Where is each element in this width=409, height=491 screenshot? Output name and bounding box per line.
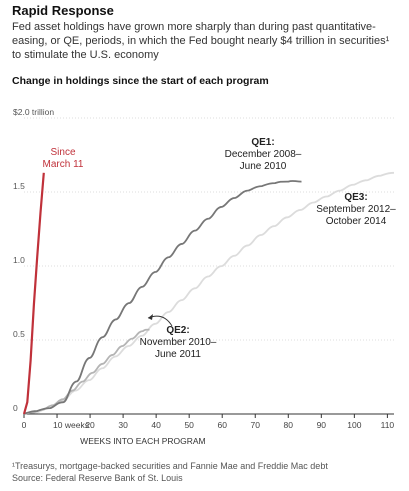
x-tick-label: 80 — [284, 420, 294, 430]
series-label: QE1: — [251, 137, 274, 148]
x-tick-label: 60 — [217, 420, 227, 430]
chart-title: Rapid Response — [12, 3, 114, 18]
qe2-callout-arrowhead — [148, 314, 153, 320]
series-line-since-march-11 — [22, 172, 45, 415]
series-label: QE3: — [344, 192, 367, 203]
series-label: June 2011 — [155, 349, 201, 360]
series-label: November 2010– — [140, 337, 217, 348]
footnote-note: ¹Treasurys, mortgage-backed securities a… — [12, 461, 328, 471]
x-tick-label: 10 weeks — [53, 420, 89, 430]
footnote-source: Source: Federal Reserve Bank of St. Loui… — [12, 473, 183, 483]
chart-heading: Change in holdings since the start of ea… — [12, 75, 269, 87]
y-tick-label: $2.0 trillion — [13, 107, 54, 117]
series-label: September 2012– — [316, 204, 396, 215]
chart-subtitle: Fed asset holdings have grown more sharp… — [12, 21, 390, 61]
x-axis-title: WEEKS INTO EACH PROGRAM — [80, 436, 205, 446]
y-tick-label: 1.0 — [13, 255, 25, 265]
series-line-qe3 — [23, 171, 395, 415]
x-tick-label: 50 — [184, 420, 194, 430]
x-tick-label: 110 — [381, 420, 395, 430]
y-tick-label: 0 — [13, 403, 18, 413]
footnote: ¹Treasurys, mortgage-backed securities a… — [12, 460, 328, 484]
series-label: October 2014 — [326, 216, 387, 227]
y-tick-label: 0.5 — [13, 329, 25, 339]
x-tick-label: 20 — [85, 420, 95, 430]
series-label: March 11 — [43, 159, 84, 170]
x-tick-label: 30 — [118, 420, 128, 430]
x-tick-label: 40 — [151, 420, 161, 430]
series-line-qe2 — [23, 328, 150, 415]
x-tick-label: 100 — [347, 420, 361, 430]
series-label: June 2010 — [240, 161, 287, 172]
series-label: QE2: — [166, 325, 189, 336]
x-tick-label: 70 — [251, 420, 261, 430]
x-tick-label: 90 — [317, 420, 327, 430]
series-line-qe1 — [23, 179, 302, 415]
series-label: Since — [50, 147, 75, 158]
series-label: December 2008– — [225, 149, 302, 160]
x-tick-label: 0 — [22, 420, 27, 430]
y-tick-label: 1.5 — [13, 181, 25, 191]
